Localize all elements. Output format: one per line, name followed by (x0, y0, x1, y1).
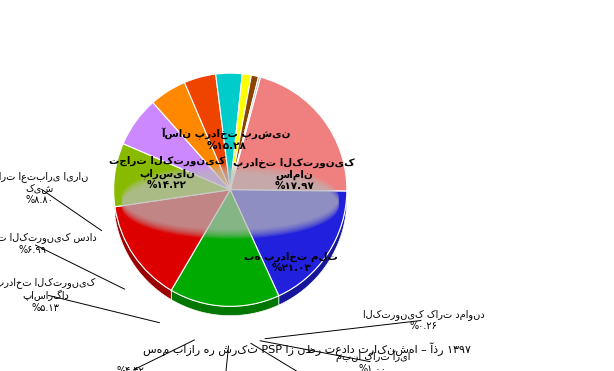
Text: سهم بازار هر شرکت PSP از نظر تعداد تراکنش‌ها – آذر ۱۳۹۷: سهم بازار هر شرکت PSP از نظر تعداد تراکن… (143, 342, 471, 356)
Text: به پرداخت ملت
%۲۱.۰۳: به پرداخت ملت %۲۱.۰۳ (244, 251, 338, 273)
Polygon shape (260, 77, 347, 200)
Polygon shape (115, 207, 171, 300)
Text: مبنا کارت آریا
%۱.۰۰: مبنا کارت آریا %۱.۰۰ (336, 351, 410, 371)
Wedge shape (185, 74, 230, 190)
Ellipse shape (122, 172, 339, 237)
Text: کارت اعتباری ایران
کیش
%۸.۸۰: کارت اعتباری ایران کیش %۸.۸۰ (0, 171, 88, 205)
Wedge shape (230, 75, 258, 190)
Polygon shape (171, 290, 279, 316)
Wedge shape (230, 77, 347, 191)
Text: تجارت الکترونیک
پارسیان
%۱۴.۲۲: تجارت الکترونیک پارسیان %۱۴.۲۲ (109, 156, 225, 190)
Wedge shape (216, 73, 243, 190)
Text: پرداخت الکترونیک
پاسارگاد
%۵.۱۳: پرداخت الکترونیک پاسارگاد %۵.۱۳ (0, 277, 96, 312)
Polygon shape (279, 191, 347, 305)
Wedge shape (230, 74, 251, 190)
Text: الکترونیک کارت دماوند
%۰.۲۶: الکترونیک کارت دماوند %۰.۲۶ (363, 309, 484, 331)
Ellipse shape (122, 167, 339, 232)
Wedge shape (153, 82, 230, 190)
Ellipse shape (122, 164, 339, 230)
Wedge shape (230, 77, 260, 190)
Wedge shape (123, 102, 230, 190)
Text: پرداخت الکترونیک
سامان
%۱۷.۹۷: پرداخت الکترونیک سامان %۱۷.۹۷ (233, 157, 355, 191)
Wedge shape (115, 190, 230, 290)
Text: %۴.۴۲: %۴.۴۲ (117, 366, 145, 371)
Wedge shape (114, 144, 230, 207)
Wedge shape (230, 190, 347, 296)
Ellipse shape (122, 174, 339, 239)
Polygon shape (114, 144, 123, 216)
Ellipse shape (122, 171, 339, 236)
Ellipse shape (122, 166, 339, 231)
Ellipse shape (122, 168, 339, 234)
Ellipse shape (122, 170, 339, 235)
Text: پرداخت الکترونیک سداد
%۶.۹۹: پرداخت الکترونیک سداد %۶.۹۹ (0, 233, 96, 255)
Wedge shape (171, 190, 279, 306)
Text: آسان پرداخت پرشین
%۱۵.۲۸: آسان پرداخت پرشین %۱۵.۲۸ (161, 128, 291, 151)
